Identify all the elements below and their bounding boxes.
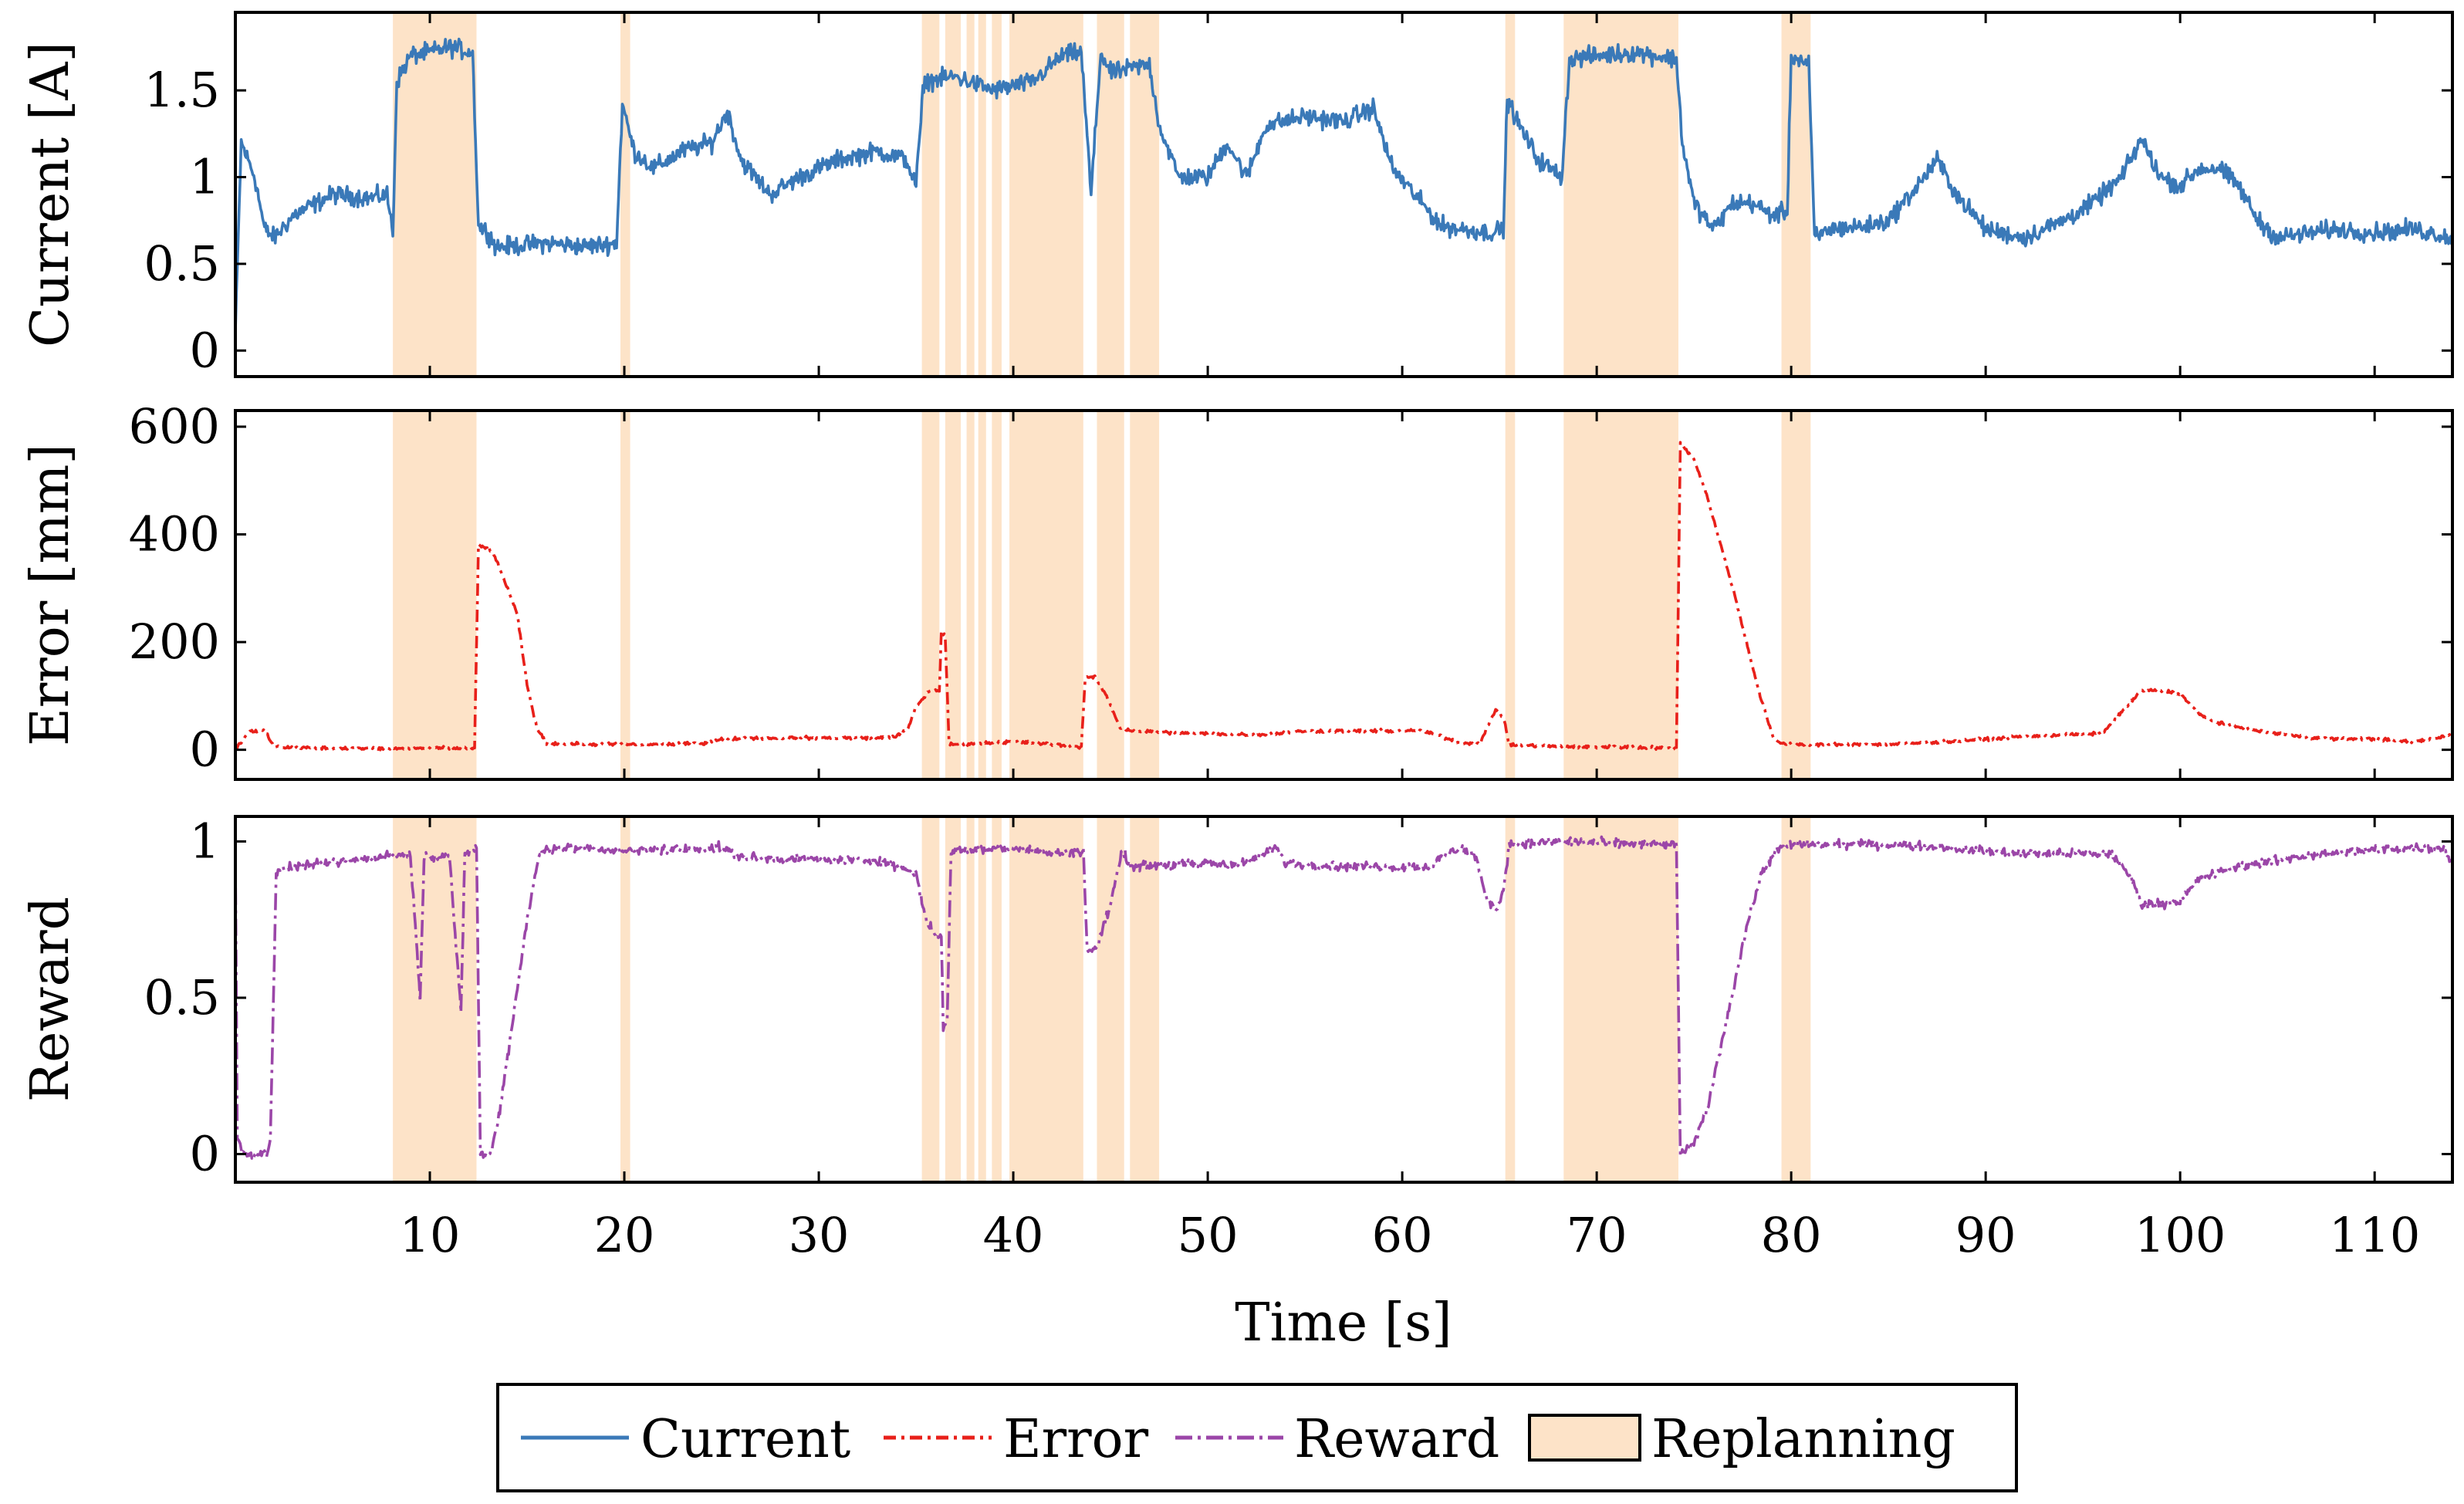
reward-y-ticks: 00.51 xyxy=(144,813,2452,1182)
reward-replanning-band-7 xyxy=(1009,816,1083,1182)
reward-replanning-band-4 xyxy=(966,816,975,1182)
reward-replanning-band-1 xyxy=(620,816,630,1182)
reward-y-axis-label: Reward xyxy=(20,897,81,1102)
current-replanning-band-10 xyxy=(1505,12,1516,377)
error-replanning-band-10 xyxy=(1505,411,1516,779)
reward-replanning-bands xyxy=(393,816,1811,1182)
error-replanning-band-2 xyxy=(921,411,940,779)
legend-reward-label: Reward xyxy=(1294,1409,1499,1470)
current-replanning-band-11 xyxy=(1563,12,1678,377)
current-replanning-band-5 xyxy=(978,12,986,377)
error-replanning-band-6 xyxy=(992,411,1002,779)
reward-replanning-band-11 xyxy=(1563,816,1678,1182)
legend-error-label: Error xyxy=(1003,1409,1149,1470)
current-replanning-bands xyxy=(393,12,1811,377)
reward-line xyxy=(235,835,2452,1160)
x-tick-label-8: 90 xyxy=(1955,1207,2016,1263)
error-ytick-label-2: 400 xyxy=(129,505,220,562)
reward-ytick-label-2: 1 xyxy=(190,813,220,869)
error-replanning-band-1 xyxy=(620,411,630,779)
current-ytick-label-3: 1.5 xyxy=(144,62,220,118)
reward-replanning-band-5 xyxy=(978,816,986,1182)
x-tick-label-10: 110 xyxy=(2329,1207,2420,1263)
reward-replanning-band-2 xyxy=(921,816,940,1182)
x-tick-label-7: 80 xyxy=(1761,1207,1822,1263)
error-replanning-bands xyxy=(393,411,1811,779)
current-replanning-band-0 xyxy=(393,12,477,377)
reward-panel: 00.51 10 20 30 40 50 60 70 80 90 100 110 Reward xyxy=(20,813,2454,1263)
reward-plot-frame xyxy=(234,815,2454,1184)
reward-replanning-band-8 xyxy=(1097,816,1124,1182)
current-series xyxy=(235,37,2452,333)
error-replanning-band-12 xyxy=(1781,411,1811,779)
current-replanning-band-9 xyxy=(1130,12,1160,377)
legend-frame xyxy=(496,1383,2018,1492)
x-tick-label-6: 70 xyxy=(1567,1207,1627,1263)
error-replanning-band-0 xyxy=(393,411,477,779)
error-ytick-label-0: 0 xyxy=(190,722,220,778)
current-replanning-band-12 xyxy=(1781,12,1811,377)
current-ytick-label-1: 0.5 xyxy=(144,235,220,292)
legend-current-label: Current xyxy=(641,1409,850,1470)
x-axis-label: Time [s] xyxy=(1235,1293,1452,1354)
reward-ytick-label-0: 0 xyxy=(190,1126,220,1182)
error-replanning-band-3 xyxy=(945,411,962,779)
x-tick-label-2: 30 xyxy=(789,1207,850,1263)
error-replanning-band-5 xyxy=(978,411,986,779)
current-panel: 0 0.5 1 1.5 Current [A] xyxy=(20,11,2454,378)
error-replanning-band-11 xyxy=(1563,411,1678,779)
x-tick-labels: 10 20 30 40 50 60 70 80 90 100 110 xyxy=(400,1207,2421,1263)
x-tick-label-4: 50 xyxy=(1178,1207,1239,1263)
x-tick-label-1: 20 xyxy=(594,1207,655,1263)
error-panel: 0 200 400 600 Error [mm] xyxy=(20,398,2454,781)
current-plot-frame xyxy=(234,11,2454,378)
x-tick-label-0: 10 xyxy=(400,1207,461,1263)
error-replanning-band-8 xyxy=(1097,411,1124,779)
reward-x-ticks xyxy=(428,816,2376,1182)
error-line xyxy=(235,441,2452,752)
current-y-axis-label: Current [A] xyxy=(20,42,81,347)
reward-replanning-band-12 xyxy=(1781,816,1811,1182)
error-ytick-label-1: 200 xyxy=(129,613,220,670)
reward-replanning-band-10 xyxy=(1505,816,1516,1182)
reward-replanning-band-9 xyxy=(1130,816,1160,1182)
reward-ytick-label-1: 0.5 xyxy=(144,969,220,1026)
error-series xyxy=(235,441,2452,752)
error-y-ticks: 0 200 400 600 xyxy=(129,398,2452,778)
error-replanning-band-7 xyxy=(1009,411,1083,779)
current-replanning-band-3 xyxy=(945,12,962,377)
error-ytick-label-3: 600 xyxy=(129,398,220,455)
current-replanning-band-6 xyxy=(992,12,1002,377)
reward-replanning-band-6 xyxy=(992,816,1002,1182)
x-tick-label-9: 100 xyxy=(2134,1207,2226,1263)
current-replanning-band-4 xyxy=(966,12,975,377)
error-replanning-band-9 xyxy=(1130,411,1160,779)
current-ytick-label-2: 1 xyxy=(190,149,220,205)
legend-replanning-label: Replanning xyxy=(1651,1409,1955,1470)
error-plot-frame xyxy=(234,409,2454,781)
current-replanning-band-1 xyxy=(620,12,630,377)
x-tick-label-3: 40 xyxy=(983,1207,1044,1263)
current-y-ticks: 0 0.5 1 1.5 xyxy=(144,62,2452,378)
error-y-axis-label: Error [mm] xyxy=(20,444,81,746)
error-replanning-band-4 xyxy=(966,411,975,779)
legend-replanning-swatch xyxy=(1528,1414,1641,1462)
error-x-ticks xyxy=(428,411,2376,779)
current-replanning-band-2 xyxy=(921,12,940,377)
current-line xyxy=(235,37,2452,333)
reward-series xyxy=(235,835,2452,1160)
legend: Current Error Reward Replanning xyxy=(496,1383,2018,1492)
x-tick-label-5: 60 xyxy=(1372,1207,1433,1263)
current-ytick-label-0: 0 xyxy=(190,322,220,378)
current-x-ticks xyxy=(428,12,2376,377)
